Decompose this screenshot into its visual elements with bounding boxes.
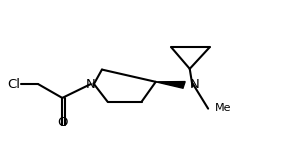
Text: O: O [57,116,67,129]
Text: Me: Me [215,103,232,113]
Text: N: N [190,78,199,91]
Text: N: N [86,78,96,91]
Text: Cl: Cl [8,78,21,91]
Polygon shape [156,82,185,88]
